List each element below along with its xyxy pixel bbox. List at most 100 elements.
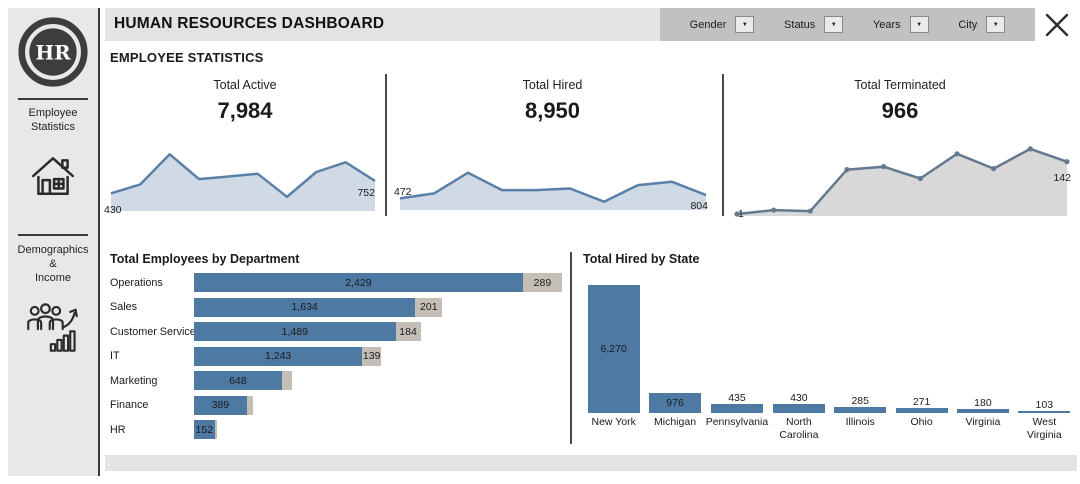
total-terminated-trend-chart: 1 142	[734, 141, 1071, 220]
dept-bar-secondary-segment: 289	[522, 273, 562, 292]
dept-bar-primary-segment: 152	[194, 420, 215, 439]
kpi-card-total-terminated: Total Terminated 966 1 142	[727, 78, 1073, 220]
trend-end-label: 142	[1053, 172, 1071, 184]
page-title: HUMAN RESOURCES DASHBOARD	[114, 15, 385, 32]
dept-bar-track: 1,489 184	[194, 322, 562, 341]
dept-bar-row: Sales 1,634 201	[110, 297, 562, 317]
state-category-label: West Virginia	[1026, 416, 1062, 441]
state-value-label: 285	[851, 395, 869, 408]
filter-years[interactable]: Years ▼	[873, 16, 929, 33]
filter-city[interactable]: City ▼	[958, 16, 1006, 33]
chart-divider	[570, 252, 572, 444]
dropdown-button[interactable]: ▼	[824, 16, 844, 33]
kpi-divider	[385, 74, 387, 216]
state-category-label: Ohio	[910, 416, 933, 428]
filter-gender[interactable]: Gender ▼	[690, 16, 755, 33]
state-value-label: 6,270	[600, 343, 627, 355]
trend-start-label: 430	[104, 204, 122, 216]
dept-bar-track: 2,429 289	[194, 273, 562, 292]
state-bar-column: 271 Ohio	[891, 272, 952, 441]
state-bar-column: 430 North Carolina	[768, 272, 829, 441]
close-icon	[1045, 13, 1069, 37]
state-value-label: 103	[1035, 398, 1054, 411]
state-bar-column: 180 Virginia	[952, 272, 1013, 441]
filter-label: Years	[872, 18, 901, 31]
state-category-label: Michigan	[654, 416, 697, 428]
state-value-label: 271	[912, 395, 931, 408]
dept-bar-row: Marketing 648	[110, 371, 562, 390]
state-bar	[1018, 410, 1071, 413]
dept-bar-row: Customer Service 1,489 184	[110, 322, 562, 341]
dept-category-label: Operations	[110, 276, 163, 289]
header: HUMAN RESOURCES DASHBOARD Gender ▼ Statu…	[105, 8, 1035, 41]
state-chart-title: Total Hired by State	[583, 252, 700, 266]
filter-status[interactable]: Status ▼	[784, 16, 844, 33]
trend-start-label: 1	[738, 208, 744, 220]
section-title: EMPLOYEE STATISTICS	[110, 50, 264, 65]
trend-start-label: 472	[394, 186, 412, 198]
state-category-label: Illinois	[845, 416, 875, 428]
state-bar-column: 435 Pennsylvania	[706, 272, 768, 441]
footer-strip	[105, 455, 1077, 471]
dept-bar-secondary-segment: 139	[362, 346, 382, 366]
dept-chart-title: Total Employees by Department	[110, 252, 300, 266]
filter-label: Gender	[689, 18, 727, 31]
trend-end-label: 804	[690, 200, 708, 212]
filter-label: City	[958, 18, 978, 31]
dept-bar-secondary-segment: 201	[415, 297, 443, 317]
filter-bar: Gender ▼ Status ▼ Years ▼ City ▼	[660, 8, 1035, 41]
chevron-down-icon: ▼	[916, 21, 923, 28]
chevron-down-icon: ▼	[741, 21, 748, 28]
dept-bar-track: 1,634 201	[194, 297, 562, 317]
state-bar-column: 6,270 New York	[583, 272, 644, 441]
state-bar: 976	[649, 393, 702, 413]
sidebar-divider	[18, 98, 88, 100]
state-category-label: Virginia	[965, 416, 1001, 428]
dept-category-label: Customer Service	[110, 325, 196, 338]
state-value-label: 435	[728, 392, 746, 405]
dropdown-button[interactable]: ▼	[735, 16, 755, 33]
state-bar	[895, 407, 948, 413]
sidebar: HR Employee Statistics Demographics & I	[8, 8, 98, 476]
filter-label: Status	[784, 18, 816, 31]
dept-bar-primary-segment: 648	[194, 371, 282, 390]
dept-bar-row: HR 152	[110, 420, 562, 439]
dept-category-label: IT	[110, 350, 120, 362]
sidebar-item-label: Demographics & Income	[17, 244, 89, 284]
kpi-card-total-active: Total Active 7,984 430 752	[104, 78, 385, 216]
state-category-label: Pennsylvania	[705, 416, 769, 428]
dept-bar-primary-segment: 1,489	[194, 322, 396, 341]
state-bar	[834, 407, 887, 413]
dept-bar-row: Finance 389	[110, 395, 562, 415]
dropdown-button[interactable]: ▼	[986, 16, 1006, 33]
dept-category-label: Sales	[110, 301, 138, 313]
state-bar	[772, 404, 825, 413]
state-bar: 6,270	[587, 285, 640, 413]
dept-bar-row: Operations 2,429 289	[110, 273, 562, 292]
total-active-trend-chart: 430 752	[104, 149, 376, 216]
state-bar-column: 103 West Virginia	[1014, 272, 1075, 441]
hr-logo-icon: HR	[18, 17, 88, 87]
kpi-title: Total Active	[213, 78, 277, 92]
dept-bar-primary-segment: 1,243	[194, 346, 363, 366]
people-growth-icon	[25, 301, 81, 358]
dept-bar-primary-segment: 1,634	[194, 297, 416, 317]
state-value-label: 430	[790, 392, 808, 405]
dept-bar-track: 648	[194, 371, 562, 390]
dept-category-label: HR	[110, 423, 126, 436]
kpi-value: 7,984	[217, 98, 273, 123]
dropdown-button[interactable]: ▼	[909, 16, 929, 33]
sidebar-right-border	[98, 8, 100, 476]
sidebar-item-label: Employee Statistics	[28, 107, 78, 133]
hr-logo-text: HR	[35, 41, 71, 65]
dept-bar-track: 1,243 139	[194, 346, 562, 366]
dept-bar-track: 152	[194, 420, 562, 439]
dept-bar-primary-segment: 389	[194, 395, 247, 415]
state-bar-column: 285 Illinois	[830, 272, 891, 441]
sidebar-item-employee-statistics[interactable]: Employee Statistics	[8, 107, 98, 206]
house-icon	[28, 151, 78, 206]
sidebar-item-demographics-income[interactable]: Demographics & Income	[8, 244, 98, 358]
close-button[interactable]	[1041, 10, 1073, 40]
dept-bar-secondary-segment	[281, 371, 293, 390]
state-value-label: 976	[666, 397, 684, 410]
